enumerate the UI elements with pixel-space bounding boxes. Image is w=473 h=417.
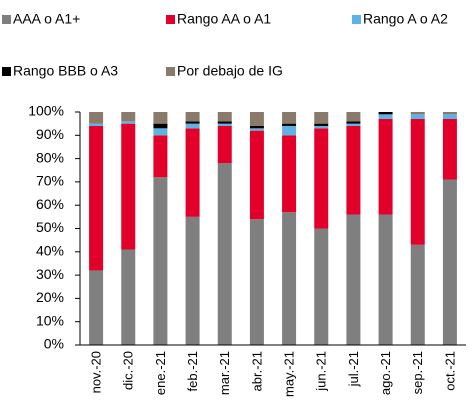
bar-segment: [249, 128, 264, 131]
legend-swatch: [166, 67, 175, 76]
bar-segment: [346, 125, 361, 215]
bar-segment: [346, 121, 361, 124]
bar-segment: [249, 112, 264, 126]
bar-segment: [217, 125, 232, 164]
bar-segment: [314, 125, 329, 129]
y-tick-label: 100%: [28, 103, 64, 119]
legend-swatch: [166, 15, 175, 24]
bar-segment: [249, 130, 264, 220]
y-tick-label: 80%: [36, 149, 64, 165]
bar-segment: [185, 128, 200, 217]
y-tick-label: 90%: [36, 126, 64, 142]
legend-label: Por debajo de IG: [177, 63, 283, 79]
x-tick-label: jul.-21: [346, 351, 361, 387]
x-tick-label: dic.-20: [121, 351, 136, 390]
bar-segment: [121, 249, 136, 345]
bar-segment: [378, 114, 393, 119]
bar-segment: [121, 112, 136, 122]
y-tick-label: 50%: [36, 219, 64, 235]
bar-segment: [442, 112, 457, 115]
bar-segment: [442, 114, 457, 119]
x-tick-label: jun.-21: [314, 351, 329, 392]
bar-segment: [410, 244, 425, 345]
legend-swatch: [352, 15, 361, 24]
bar-segment: [217, 121, 232, 124]
bar-segment: [153, 135, 168, 178]
bar-segment: [185, 121, 200, 124]
bar-segment: [282, 212, 297, 345]
bar-segment: [282, 123, 297, 126]
bar-segment: [314, 128, 329, 229]
x-tick-label: may.-21: [282, 351, 297, 397]
bar-segment: [314, 123, 329, 126]
bar-segment: [153, 112, 168, 124]
legend-label: Rango BBB o A3: [13, 63, 118, 79]
legend-label: AAA o A1+: [13, 11, 80, 27]
y-tick-label: 70%: [36, 173, 64, 189]
bar-segment: [346, 214, 361, 345]
y-tick-label: 30%: [36, 266, 64, 282]
bar-segment: [217, 123, 232, 126]
bar-segment: [314, 228, 329, 345]
x-tick-label: abr.-21: [249, 351, 264, 391]
bar-segment: [121, 123, 136, 250]
bar-segment: [378, 118, 393, 215]
bar-segment: [410, 112, 425, 115]
legend-swatch: [2, 15, 11, 24]
legend-swatch: [2, 67, 11, 76]
bar-segment: [378, 214, 393, 345]
bar-segment: [314, 112, 329, 124]
bar-segment: [410, 118, 425, 245]
legend-label: Rango A o A2: [363, 11, 448, 27]
x-tick-label: nov.-20: [89, 351, 104, 393]
bar-segment: [249, 219, 264, 345]
x-tick-label: ago.-21: [378, 351, 393, 395]
legend-label: Rango AA o A1: [177, 11, 271, 27]
bar-segment: [217, 163, 232, 345]
x-tick-label: feb.-21: [185, 351, 200, 391]
bar-segment: [89, 123, 104, 126]
bar-segment: [346, 112, 361, 122]
bar-segment: [153, 177, 168, 345]
bar-segment: [153, 128, 168, 136]
x-tick-label: sep.-21: [410, 351, 425, 394]
bar-segment: [185, 123, 200, 129]
bar-segment: [217, 112, 232, 122]
y-tick-label: 40%: [36, 243, 64, 259]
bar-segment: [89, 125, 104, 271]
bar-segment: [282, 112, 297, 124]
y-tick-label: 20%: [36, 289, 64, 305]
bar-segment: [442, 179, 457, 345]
y-tick-label: 60%: [36, 196, 64, 212]
bar-segment: [153, 123, 168, 129]
bar-segment: [442, 118, 457, 180]
y-tick-label: 0%: [44, 336, 64, 352]
y-tick-label: 10%: [36, 312, 64, 328]
bar-segment: [249, 125, 264, 129]
x-tick-label: oct.-21: [442, 351, 457, 391]
bar-segment: [185, 112, 200, 122]
bar-segment: [410, 114, 425, 119]
x-tick-label: mar.-21: [217, 351, 232, 395]
bar-segment: [346, 123, 361, 126]
bar-segment: [89, 112, 104, 124]
bar-segment: [282, 125, 297, 136]
bar-segment: [185, 216, 200, 345]
bar-segment: [121, 121, 136, 124]
bar-segment: [282, 135, 297, 213]
bar-segment: [89, 270, 104, 345]
x-tick-label: ene.-21: [153, 351, 168, 395]
bar-segment: [378, 112, 393, 115]
